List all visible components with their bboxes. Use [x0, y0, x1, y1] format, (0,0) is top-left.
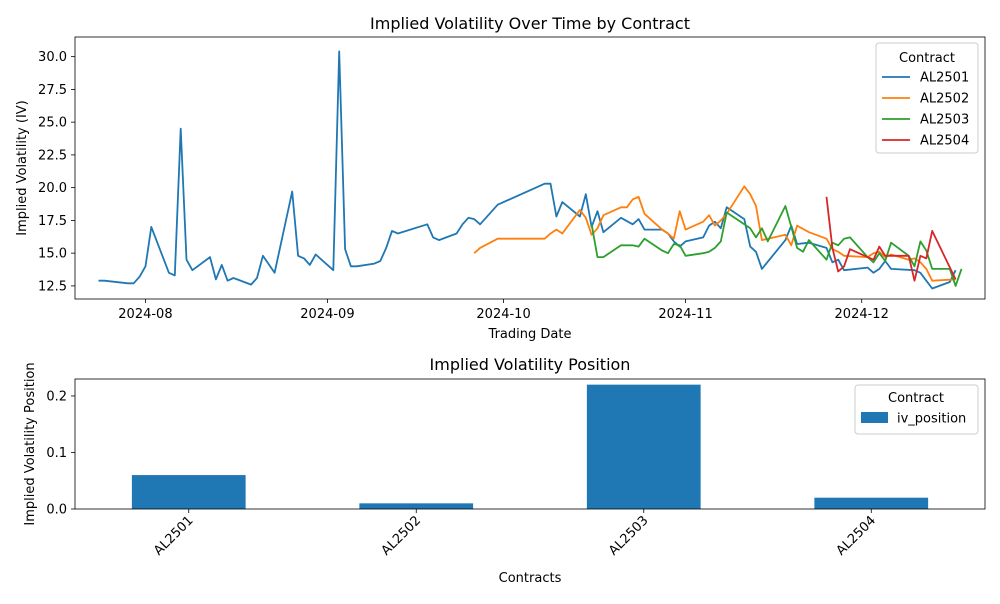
line-chart-legend-items: AL2501 AL2502 AL2503 AL2504 — [882, 71, 969, 149]
y-tick-label: 22.5 — [38, 148, 67, 163]
bar-chart-legend: Contract iv_position — [854, 384, 979, 435]
category-label-al2504: AL2504 — [834, 513, 879, 558]
x-tick-label: 2024-10 — [476, 307, 530, 322]
y-tick-label: 27.5 — [38, 83, 67, 98]
line-chart-legend-box — [875, 42, 979, 154]
legend-label-al2504: AL2504 — [920, 134, 969, 149]
series-line-al2501 — [98, 50, 957, 290]
bar-chart-y-axis-label: Implied Volatility Position — [23, 362, 38, 525]
bar-chart-x-ticks: AL2501 AL2502 AL2503 AL2504 — [151, 509, 879, 559]
line-chart-title: Implied Volatility Over Time by Contract — [370, 14, 690, 33]
category-label-al2503: AL2503 — [606, 513, 651, 558]
series-line-al2502 — [473, 185, 956, 282]
y-tick-label: 17.5 — [38, 214, 67, 229]
legend-label-al2503: AL2503 — [920, 113, 969, 128]
line-chart-axes-frame — [74, 36, 986, 300]
line-chart-x-ticks: 2024-08 2024-09 2024-10 2024-11 2024-12 — [118, 299, 889, 322]
legend-swatch-iv_position — [861, 412, 888, 423]
bar-chart: Implied Volatility Position Contracts Im… — [23, 355, 986, 586]
line-chart-y-axis-label: Implied Volatility (IV) — [15, 100, 30, 236]
line-chart-legend: Contract AL2501 AL2502 AL2503 AL2504 — [875, 42, 979, 154]
bar-al2502 — [359, 503, 474, 509]
category-label-al2502: AL2502 — [379, 513, 424, 558]
y-tick-label: 30.0 — [38, 50, 67, 65]
series-line-al2504 — [825, 196, 957, 282]
bar-chart-title: Implied Volatility Position — [430, 355, 631, 374]
bar-al2501 — [131, 475, 246, 509]
bar-chart-bars — [131, 384, 929, 509]
bar-chart-x-axis-label: Contracts — [499, 571, 562, 586]
y-tick-label: 15.0 — [38, 247, 67, 262]
x-tick-label: 2024-09 — [300, 307, 354, 322]
bar-al2503 — [586, 384, 701, 509]
series-line-al2503 — [590, 205, 963, 287]
y-tick-label: 0.2 — [46, 389, 67, 404]
bar-chart-axes-frame — [74, 378, 986, 510]
bar-al2504 — [814, 497, 929, 509]
y-tick-label: 12.5 — [38, 279, 67, 294]
bar-chart-y-ticks: 0.0 0.1 0.2 — [46, 389, 75, 518]
line-chart-y-ticks: 12.5 15.0 17.5 20.0 22.5 25.0 27.5 30.0 — [38, 50, 75, 294]
x-tick-label: 2024-08 — [118, 307, 172, 322]
y-tick-label: 0.0 — [46, 503, 67, 518]
y-tick-label: 20.0 — [38, 181, 67, 196]
y-tick-label: 0.1 — [46, 446, 67, 461]
line-chart-legend-title: Contract — [899, 51, 955, 66]
y-tick-label: 25.0 — [38, 116, 67, 131]
line-chart-series-group — [98, 50, 963, 290]
legend-label-al2502: AL2502 — [920, 92, 969, 107]
bar-chart-legend-title: Contract — [888, 391, 944, 406]
line-chart-x-axis-label: Trading Date — [488, 327, 572, 342]
legend-label-al2501: AL2501 — [920, 71, 969, 86]
line-chart: Implied Volatility Over Time by Contract… — [15, 14, 986, 342]
x-tick-label: 2024-11 — [658, 307, 712, 322]
bar-chart-legend-items: iv_position — [861, 412, 966, 427]
x-tick-label: 2024-12 — [835, 307, 889, 322]
category-label-al2501: AL2501 — [151, 513, 196, 558]
legend-label-iv_position: iv_position — [897, 412, 966, 427]
